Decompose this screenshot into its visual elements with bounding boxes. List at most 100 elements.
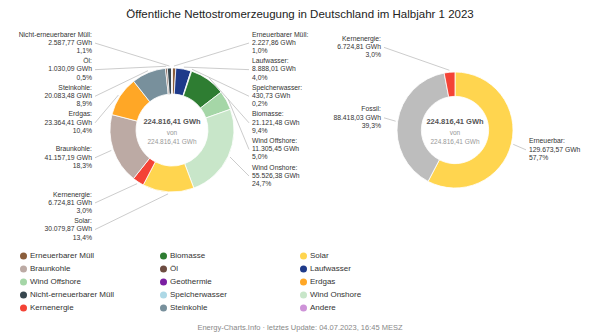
leader-line xyxy=(95,194,168,230)
donut-slice xyxy=(397,73,449,181)
footer: Energy-Charts.Info · letztes Update: 04.… xyxy=(197,323,403,332)
legend-entry: Biomasse xyxy=(170,251,206,260)
donut-slice xyxy=(171,68,172,94)
slice-label-percent: 3,0% xyxy=(77,207,93,214)
slice-label-value: 430,73 GWh xyxy=(252,92,290,99)
slice-label-value: 8.888,01 GWh xyxy=(252,65,296,72)
legend-swatch xyxy=(160,279,167,286)
legend-entry: Wind Offshore xyxy=(30,277,82,286)
leader-line xyxy=(184,67,249,70)
legend-swatch xyxy=(160,253,167,260)
donut-slice xyxy=(171,68,172,94)
slice-label-name: Steinkohle: xyxy=(58,84,92,91)
slice-label-percent: 0,2% xyxy=(252,100,268,107)
slice-label-percent: 8,9% xyxy=(77,100,93,107)
legend-entry: Speicherwasser xyxy=(170,290,227,299)
legend-swatch xyxy=(300,253,307,260)
leader-line xyxy=(230,157,249,176)
slice-label-name: Erneuerbar: xyxy=(529,137,565,144)
slice-label-percent: 57,7% xyxy=(529,154,548,161)
legend-swatch xyxy=(20,292,27,299)
slice-label-name: Braunkohle: xyxy=(56,145,92,152)
slice-label-value: 2.227,86 GWh xyxy=(252,39,296,46)
legend-swatch xyxy=(20,266,27,273)
slice-label-percent: 0,5% xyxy=(77,74,93,81)
slice-label-percent: 18,3% xyxy=(73,162,92,169)
donut-slice xyxy=(134,68,169,101)
legend-entry: Geothermie xyxy=(170,277,212,286)
slice-label-name: Kernenergie: xyxy=(53,191,92,199)
leader-line xyxy=(192,69,249,96)
legend-entry: Kernenergie xyxy=(30,303,74,312)
slice-label-value: 21.121,48 GWh xyxy=(252,119,300,126)
legend-entry: Nicht-erneuerbarer Müll xyxy=(30,290,114,299)
legend-swatch xyxy=(160,292,167,299)
slice-label-value: 129.673,57 GWh xyxy=(529,146,581,153)
leader-line xyxy=(95,71,148,97)
slice-label-percent: 9,4% xyxy=(252,127,268,134)
leader-line xyxy=(228,99,249,149)
slice-label-percent: 39,3% xyxy=(362,122,381,129)
legend-swatch xyxy=(300,279,307,286)
chart-root: Öffentliche Nettostromerzeugung in Deuts… xyxy=(0,0,600,336)
center-text: 224.816,41 GWh xyxy=(430,138,480,145)
legend-entry: Steinkohle xyxy=(170,303,208,312)
legend-entry: Öl xyxy=(170,264,178,273)
slice-label-percent: 1,1% xyxy=(77,47,93,54)
legend-swatch xyxy=(160,266,167,273)
legend-entry: Braunkohle xyxy=(30,264,71,273)
legend-entry: Erneuerbarer Müll xyxy=(30,251,94,260)
center-text: 224.816,41 GWh xyxy=(143,117,201,126)
legend-swatch xyxy=(160,305,167,312)
legend-swatch xyxy=(20,305,27,312)
slice-label-percent: 24,7% xyxy=(252,180,271,187)
slice-label-value: 20.083,48 GWh xyxy=(44,92,92,99)
center-text: 224.816,41 GWh xyxy=(147,138,197,145)
center-text: von xyxy=(450,129,461,136)
leader-line xyxy=(95,184,137,203)
slice-label-percent: 3,0% xyxy=(366,51,382,58)
center-text: von xyxy=(167,129,178,136)
slice-label-name: Erdgas: xyxy=(69,110,93,118)
slice-label-name: Laufwasser: xyxy=(252,57,289,64)
slice-label-percent: 5,0% xyxy=(252,153,268,160)
slice-label-percent: 4,0% xyxy=(252,74,268,81)
legend-entry: Andere xyxy=(310,303,336,312)
leader-line xyxy=(384,47,449,70)
leader-line xyxy=(174,43,249,66)
slice-label-value: 6.724,81 GWh xyxy=(48,199,92,206)
leader-line xyxy=(513,144,526,149)
leader-line xyxy=(95,150,111,157)
slice-label-name: Solar: xyxy=(74,217,92,224)
slice-label-name: Wind Offshore: xyxy=(252,137,297,144)
center-text: 224.816,41 GWh xyxy=(426,117,484,126)
slice-label-name: Biomasse: xyxy=(252,110,284,117)
slice-label-value: 23.364,41 GWh xyxy=(44,119,92,126)
slice-label-percent: 1,0% xyxy=(252,47,268,54)
legend-swatch xyxy=(20,279,27,286)
leader-line xyxy=(209,78,249,123)
slice-label-percent: 13,4% xyxy=(73,234,92,241)
legend-swatch xyxy=(300,305,307,312)
slice-label-value: 2.587,77 GWh xyxy=(48,39,92,46)
legend-entry: Erdgas xyxy=(310,277,335,286)
slice-label-value: 88.418,03 GWh xyxy=(333,114,381,121)
donut-slice xyxy=(167,68,172,94)
donut-slice xyxy=(444,72,455,97)
leader-line xyxy=(95,95,118,123)
slice-label-value: 41.157,19 GWh xyxy=(44,154,92,161)
donut xyxy=(397,72,513,188)
slice-label-value: 55.526,38 GWh xyxy=(252,172,300,179)
slice-label-value: 1.030,09 GWh xyxy=(48,65,92,72)
slice-label-value: 6.724,81 GWh xyxy=(337,43,381,50)
legend-entry: Laufwasser xyxy=(310,264,351,273)
slice-label-percent: 10,4% xyxy=(73,127,92,134)
legend-entry: Solar xyxy=(310,251,329,260)
leader-line xyxy=(95,43,169,66)
slice-label-name: Kernenergie: xyxy=(342,35,381,43)
donut xyxy=(110,68,234,192)
slice-label-name: Fossil: xyxy=(361,105,381,112)
leader-line xyxy=(95,66,166,69)
legend-swatch xyxy=(300,266,307,273)
legend: Erneuerbarer Müll Biomasse Solar Braunkohle… xyxy=(20,251,362,312)
